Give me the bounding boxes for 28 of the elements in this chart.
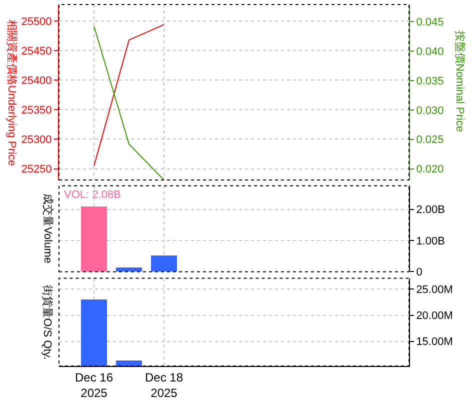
y-tick-label: 20.00M xyxy=(416,310,453,322)
y-axis-title: 成交量Volume xyxy=(42,194,55,264)
y2-tick-label: 0.045 xyxy=(416,16,444,28)
y-tick-label: 25.00M xyxy=(416,284,453,296)
y-tick-label: 2.00B xyxy=(416,204,445,216)
bar xyxy=(151,256,177,272)
annotation: VOL: 2.08B xyxy=(64,189,121,201)
y2-tick-label: 0.025 xyxy=(416,134,444,146)
y-tick-label: 25450 xyxy=(21,45,52,58)
x-tick-label: Dec 16 2025 xyxy=(74,370,114,400)
y2-tick-label: 0.020 xyxy=(416,164,444,176)
y-tick-label: 25500 xyxy=(21,16,52,28)
y-tick-label: 15.00M xyxy=(416,336,453,348)
y-tick-label: 25250 xyxy=(21,164,52,176)
y2-axis-title: 按盤價Nominal Price xyxy=(454,30,466,132)
bar xyxy=(81,206,107,272)
y-axis-title: 街貨量O/S Qty. xyxy=(41,285,54,360)
y2-tick-label: 0.030 xyxy=(416,104,444,117)
y-axis-title: 相關資產價格Underlying Price xyxy=(5,19,18,166)
y-tick-label: 25350 xyxy=(21,104,52,117)
y-tick-label: 1.00B xyxy=(416,235,445,248)
y2-tick-label: 0.040 xyxy=(416,46,444,58)
y-tick-label: 0 xyxy=(416,266,422,279)
x-tick-label: Dec 18 2025 xyxy=(144,370,184,400)
y-tick-label: 25400 xyxy=(21,74,52,87)
y-tick-label: 25300 xyxy=(21,134,52,146)
bar xyxy=(116,268,142,272)
y2-tick-label: 0.035 xyxy=(416,75,444,88)
